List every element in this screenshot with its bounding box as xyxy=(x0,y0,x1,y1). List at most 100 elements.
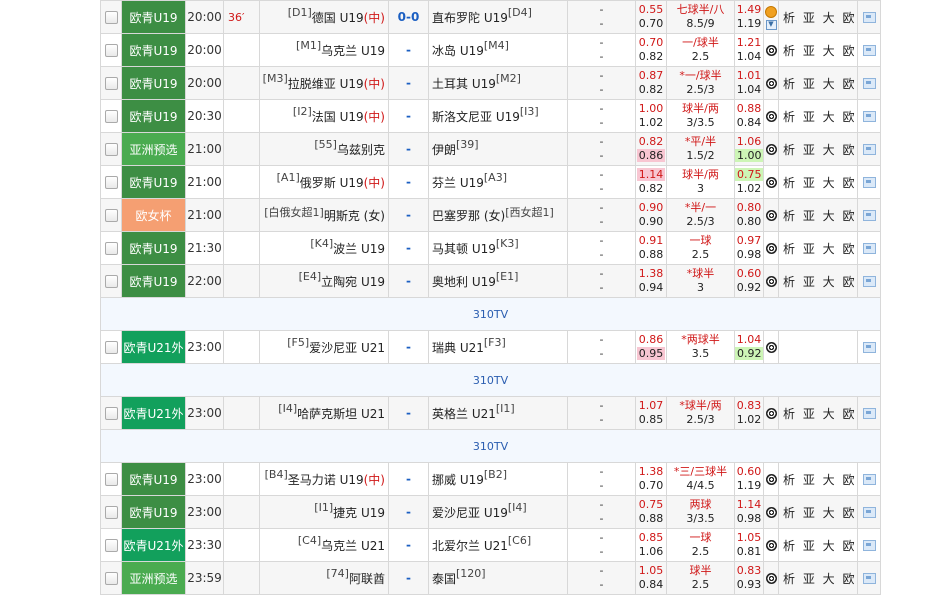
expand-cell[interactable] xyxy=(857,396,881,430)
expand-cell[interactable] xyxy=(857,528,881,562)
analysis-links[interactable]: 析 亚 大 欧 xyxy=(778,99,858,133)
away-team[interactable]: 冰岛 U19 xyxy=(432,43,484,58)
detail-icon[interactable] xyxy=(862,276,876,287)
score[interactable]: - xyxy=(388,198,429,232)
score[interactable]: - xyxy=(388,165,429,199)
home-team-cell[interactable]: [F5]爱沙尼亚 U21 xyxy=(259,330,389,364)
league-badge[interactable]: 欧青U19 xyxy=(121,231,186,265)
event-icon-cell[interactable] xyxy=(763,330,779,364)
expand-cell[interactable] xyxy=(857,264,881,298)
home-team[interactable]: 阿联酋 xyxy=(348,571,385,586)
away-team[interactable]: 直布罗陀 U19 xyxy=(432,10,508,25)
away-team[interactable]: 爱沙尼亚 U19 xyxy=(432,505,508,520)
score[interactable]: - xyxy=(388,396,429,430)
detail-icon[interactable] xyxy=(862,210,876,221)
row-checkbox[interactable] xyxy=(104,176,118,189)
analysis-links[interactable]: 析 亚 大 欧 xyxy=(778,462,858,496)
away-team[interactable]: 马其顿 U19 xyxy=(432,241,496,256)
away-team-cell[interactable]: 冰岛 U19[M4] xyxy=(428,33,568,67)
analysis-links-text[interactable]: 析 亚 大 欧 xyxy=(783,472,857,487)
away-team-cell[interactable]: 爱沙尼亚 U19[I4] xyxy=(428,495,568,529)
away-team-cell[interactable]: 奥地利 U19[E1] xyxy=(428,264,568,298)
away-team[interactable]: 英格兰 U21 xyxy=(432,406,496,421)
score[interactable]: - xyxy=(388,132,429,166)
home-team-cell[interactable]: [55]乌兹别克 xyxy=(259,132,389,166)
away-team-cell[interactable]: 巴塞罗那 (女)[西女超1] xyxy=(428,198,568,232)
expand-cell[interactable] xyxy=(857,231,881,265)
expand-cell[interactable] xyxy=(857,165,881,199)
row-checkbox[interactable] xyxy=(104,143,118,156)
detail-icon[interactable] xyxy=(862,573,876,584)
analysis-links[interactable]: 析 亚 大 欧 xyxy=(778,0,858,34)
expand-cell[interactable] xyxy=(857,0,881,34)
league-badge[interactable]: 欧女杯 xyxy=(121,198,186,232)
row-checkbox[interactable] xyxy=(104,110,118,123)
expand-cell[interactable] xyxy=(857,198,881,232)
home-team-cell[interactable]: [白俄女超1]明斯克 (女) xyxy=(259,198,389,232)
football-icon[interactable] xyxy=(765,45,777,56)
away-team-cell[interactable]: 伊朗[39] xyxy=(428,132,568,166)
away-team[interactable]: 奥地利 U19 xyxy=(432,274,496,289)
detail-icon[interactable] xyxy=(862,12,876,23)
away-team-cell[interactable]: 马其顿 U19[K3] xyxy=(428,231,568,265)
away-team[interactable]: 挪威 U19 xyxy=(432,472,484,487)
analysis-links[interactable] xyxy=(778,330,858,364)
home-team-cell[interactable]: [A1]俄罗斯 U19(中) xyxy=(259,165,389,199)
league-badge[interactable]: 欧青U21外 xyxy=(121,330,186,364)
row-checkbox[interactable] xyxy=(104,275,118,288)
home-team[interactable]: 波兰 U19 xyxy=(333,241,385,256)
football-icon[interactable] xyxy=(765,540,777,551)
expand-cell[interactable] xyxy=(857,33,881,67)
event-icon-cell[interactable] xyxy=(763,528,779,562)
home-team[interactable]: 拉脱维亚 U19 xyxy=(287,76,364,91)
event-icon-cell[interactable] xyxy=(763,99,779,133)
event-icon-cell[interactable]: ▼ xyxy=(763,0,779,34)
league-badge[interactable]: 欧青U21外 xyxy=(121,396,186,430)
away-team-cell[interactable]: 芬兰 U19[A3] xyxy=(428,165,568,199)
away-team-cell[interactable]: 土耳其 U19[M2] xyxy=(428,66,568,100)
home-team-cell[interactable]: [C4]乌克兰 U21 xyxy=(259,528,389,562)
chevron-down-icon[interactable]: ▼ xyxy=(765,19,777,30)
row-checkbox[interactable] xyxy=(104,572,118,585)
row-checkbox[interactable] xyxy=(104,539,118,552)
expand-cell[interactable] xyxy=(857,66,881,100)
home-team-cell[interactable]: [I4]哈萨克斯坦 U21 xyxy=(259,396,389,430)
analysis-links-text[interactable]: 析 亚 大 欧 xyxy=(783,241,857,256)
detail-icon[interactable] xyxy=(862,144,876,155)
tv-link[interactable]: 310TV xyxy=(100,429,881,463)
expand-cell[interactable] xyxy=(857,495,881,529)
away-team-cell[interactable]: 斯洛文尼亚 U19[I3] xyxy=(428,99,568,133)
away-team-cell[interactable]: 直布罗陀 U19[D4] xyxy=(428,0,568,34)
away-team[interactable]: 芬兰 U19 xyxy=(432,175,484,190)
detail-icon[interactable] xyxy=(862,177,876,188)
home-team[interactable]: 德国 U19 xyxy=(311,10,364,25)
event-icon-cell[interactable] xyxy=(763,396,779,430)
event-icon-cell[interactable] xyxy=(763,264,779,298)
detail-icon[interactable] xyxy=(862,342,876,353)
analysis-links-text[interactable]: 析 亚 大 欧 xyxy=(783,109,857,124)
football-icon[interactable] xyxy=(765,408,777,419)
analysis-links-text[interactable]: 析 亚 大 欧 xyxy=(783,10,857,25)
score[interactable]: 0-0 xyxy=(388,0,429,34)
home-team[interactable]: 圣马力诺 U19 xyxy=(287,472,364,487)
home-team[interactable]: 乌克兰 U21 xyxy=(321,538,385,553)
home-team-cell[interactable]: [M1]乌克兰 U19 xyxy=(259,33,389,67)
analysis-links[interactable]: 析 亚 大 欧 xyxy=(778,396,858,430)
detail-icon[interactable] xyxy=(862,474,876,485)
away-team-cell[interactable]: 英格兰 U21[I1] xyxy=(428,396,568,430)
football-icon[interactable] xyxy=(765,177,777,188)
score[interactable]: - xyxy=(388,231,429,265)
football-icon[interactable] xyxy=(765,474,777,485)
away-team[interactable]: 瑞典 U21 xyxy=(432,340,484,355)
home-team[interactable]: 法国 U19 xyxy=(311,109,364,124)
home-team-cell[interactable]: [K4]波兰 U19 xyxy=(259,231,389,265)
away-team-cell[interactable]: 挪威 U19[B2] xyxy=(428,462,568,496)
analysis-links-text[interactable]: 析 亚 大 欧 xyxy=(783,505,857,520)
league-badge[interactable]: 欧青U19 xyxy=(121,495,186,529)
analysis-links[interactable]: 析 亚 大 欧 xyxy=(778,198,858,232)
league-badge[interactable]: 亚洲预选 xyxy=(121,561,186,595)
detail-icon[interactable] xyxy=(862,243,876,254)
score[interactable]: - xyxy=(388,33,429,67)
league-badge[interactable]: 欧青U19 xyxy=(121,33,186,67)
home-team[interactable]: 爱沙尼亚 U21 xyxy=(309,340,385,355)
